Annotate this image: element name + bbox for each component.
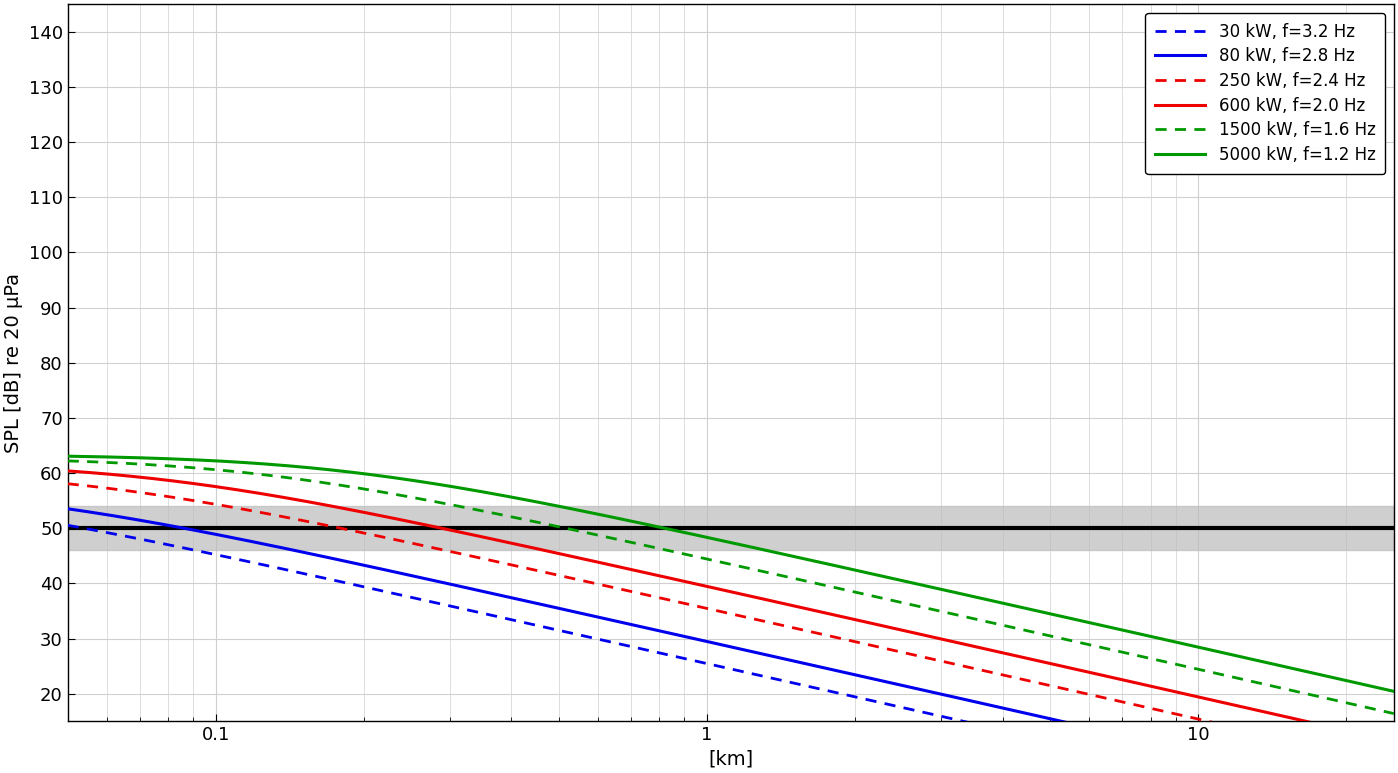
30 kW, f=3.2 Hz <box>127 533 144 543</box>
80 kW, f=2.8 Hz <box>59 504 75 513</box>
Line: 30 kW, f=3.2 Hz: 30 kW, f=3.2 Hz <box>67 526 1394 773</box>
600 kW, f=2.0 Hz <box>127 472 144 482</box>
600 kW, f=2.0 Hz <box>1346 728 1363 737</box>
1500 kW, f=1.6 Hz <box>1103 645 1120 655</box>
Line: 80 kW, f=2.8 Hz: 80 kW, f=2.8 Hz <box>67 509 1394 773</box>
5000 kW, f=1.2 Hz <box>1346 678 1363 687</box>
1500 kW, f=1.6 Hz <box>1385 709 1398 718</box>
1500 kW, f=1.6 Hz <box>1346 700 1363 710</box>
80 kW, f=2.8 Hz <box>127 515 144 524</box>
5000 kW, f=1.2 Hz <box>670 526 686 536</box>
600 kW, f=2.0 Hz <box>670 575 686 584</box>
1500 kW, f=1.6 Hz <box>670 548 686 557</box>
30 kW, f=3.2 Hz <box>670 652 686 662</box>
Line: 250 kW, f=2.4 Hz: 250 kW, f=2.4 Hz <box>67 484 1394 764</box>
250 kW, f=2.4 Hz <box>670 598 686 607</box>
600 kW, f=2.0 Hz <box>59 466 75 475</box>
600 kW, f=2.0 Hz <box>705 583 721 592</box>
250 kW, f=2.4 Hz <box>1103 695 1120 704</box>
Y-axis label: SPL [dB] re 20 μPa: SPL [dB] re 20 μPa <box>4 273 24 453</box>
250 kW, f=2.4 Hz <box>1346 750 1363 759</box>
30 kW, f=3.2 Hz <box>705 660 721 669</box>
5000 kW, f=1.2 Hz <box>1385 686 1398 696</box>
250 kW, f=2.4 Hz <box>59 479 75 489</box>
Legend: 30 kW, f=3.2 Hz, 80 kW, f=2.8 Hz, 250 kW, f=2.4 Hz, 600 kW, f=2.0 Hz, 1500 kW, f: 30 kW, f=3.2 Hz, 80 kW, f=2.8 Hz, 250 kW… <box>1145 12 1385 174</box>
30 kW, f=3.2 Hz <box>1103 750 1120 759</box>
Line: 1500 kW, f=1.6 Hz: 1500 kW, f=1.6 Hz <box>67 461 1394 713</box>
250 kW, f=2.4 Hz <box>127 487 144 496</box>
Line: 5000 kW, f=1.2 Hz: 5000 kW, f=1.2 Hz <box>67 456 1394 691</box>
1500 kW, f=1.6 Hz <box>1346 700 1363 710</box>
1500 kW, f=1.6 Hz <box>127 459 144 468</box>
600 kW, f=2.0 Hz <box>1103 673 1120 682</box>
5000 kW, f=1.2 Hz <box>127 453 144 462</box>
5000 kW, f=1.2 Hz <box>1103 623 1120 632</box>
1500 kW, f=1.6 Hz <box>705 556 721 565</box>
250 kW, f=2.4 Hz <box>1385 759 1398 768</box>
80 kW, f=2.8 Hz <box>670 630 686 639</box>
600 kW, f=2.0 Hz <box>1385 737 1398 746</box>
1500 kW, f=1.6 Hz <box>59 456 75 465</box>
30 kW, f=3.2 Hz <box>59 521 75 530</box>
Bar <box>67 506 1394 550</box>
5000 kW, f=1.2 Hz <box>705 534 721 543</box>
5000 kW, f=1.2 Hz <box>1346 678 1363 687</box>
80 kW, f=2.8 Hz <box>1103 728 1120 737</box>
5000 kW, f=1.2 Hz <box>59 451 75 461</box>
250 kW, f=2.4 Hz <box>1346 750 1363 759</box>
600 kW, f=2.0 Hz <box>1346 727 1363 737</box>
Line: 600 kW, f=2.0 Hz: 600 kW, f=2.0 Hz <box>67 471 1394 741</box>
X-axis label: [km]: [km] <box>709 750 754 769</box>
80 kW, f=2.8 Hz <box>705 638 721 647</box>
250 kW, f=2.4 Hz <box>705 605 721 615</box>
